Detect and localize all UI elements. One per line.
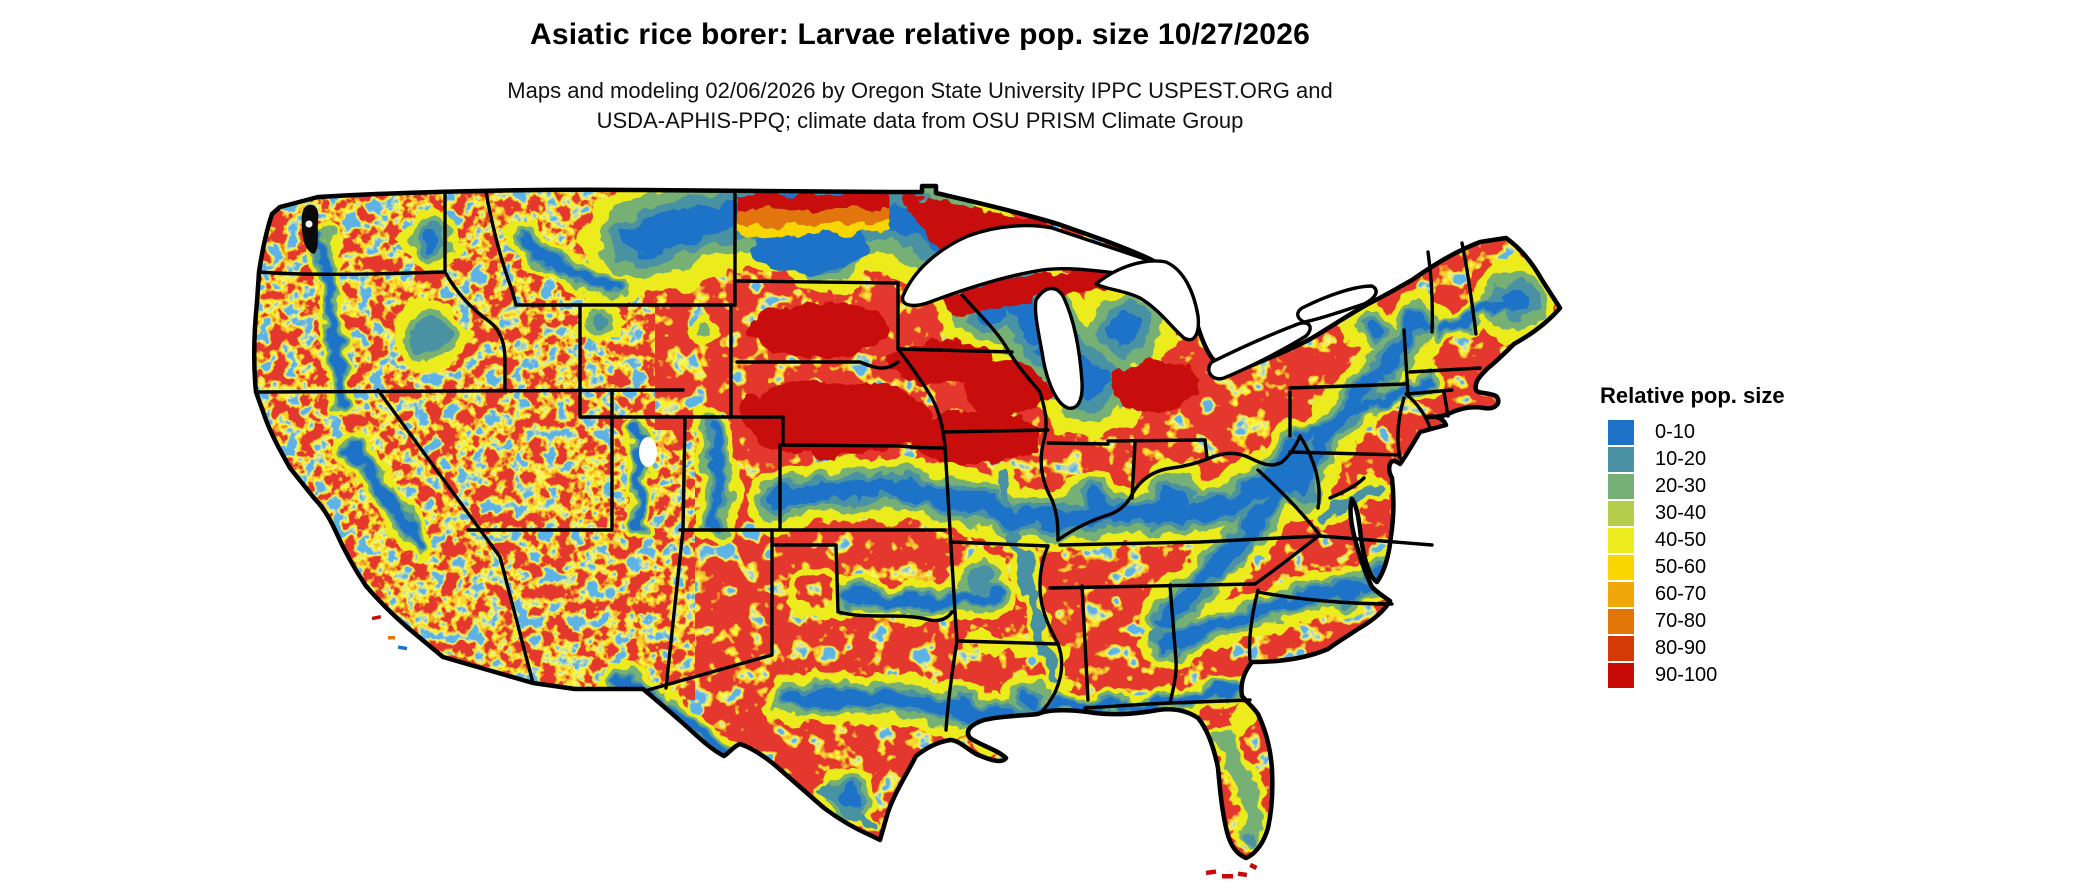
page-title: Asiatic rice borer: Larvae relative pop.… [530,18,1310,51]
us-map [205,120,1625,892]
legend-swatch [1608,501,1634,526]
legend-item: 50-60 [1600,554,1880,581]
us-outline [251,183,1563,861]
great-salt-lake [639,437,657,467]
legend-item: 0-10 [1600,419,1880,446]
us-map-svg [251,183,1563,879]
legend-item: 60-70 [1600,581,1880,608]
puget-sound-water [305,220,313,228]
legend-swatch [1608,582,1634,607]
legend-label: 20-30 [1655,475,1707,497]
legend-label: 0-10 [1655,421,1696,443]
legend-label: 40-50 [1655,529,1707,551]
legend-swatch [1608,420,1634,445]
lake-ontario [1296,284,1378,324]
channel-islands [371,615,408,651]
legend-item: 10-20 [1600,446,1880,473]
header: Asiatic rice borer: Larvae relative pop.… [20,18,1820,136]
legend-item: 90-100 [1600,662,1880,689]
legend-swatch [1608,528,1634,553]
legend-title: Relative pop. size [1600,383,1785,408]
legend-swatch [1608,474,1634,499]
subtitle-line-2: USDA-APHIS-PPQ; climate data from OSU PR… [596,108,1244,133]
legend: Relative pop. size 0-10 10-20 20-30 30-40 40… [1600,383,1880,689]
legend-swatch [1608,636,1634,661]
lake-erie [1207,321,1312,381]
puget-sound [301,204,319,254]
great-lakes [900,223,1378,410]
legend-swatch [1608,555,1634,580]
legend-rows: 0-10 10-20 20-30 30-40 40-50 50-60 60-70 70-80 8… [1600,419,1880,689]
legend-item: 70-80 [1600,608,1880,635]
legend-swatch [1608,447,1634,472]
florida-keys [1205,862,1258,879]
legend-label: 10-20 [1655,448,1707,470]
legend-label: 90-100 [1655,664,1718,686]
lake-huron [1094,259,1201,342]
legend-item: 20-30 [1600,473,1880,500]
lake-michigan [1033,286,1084,410]
legend-item: 30-40 [1600,500,1880,527]
legend-swatch [1608,663,1634,688]
legend-label: 70-80 [1655,610,1707,632]
subtitle-line-1: Maps and modeling 02/06/2026 by Oregon S… [507,78,1333,103]
legend-label: 50-60 [1655,556,1707,578]
state-borders [254,190,1482,732]
legend-item: 40-50 [1600,527,1880,554]
legend-item: 80-90 [1600,635,1880,662]
legend-swatch [1608,609,1634,634]
legend-label: 60-70 [1655,583,1707,605]
legend-label: 30-40 [1655,502,1707,524]
legend-label: 80-90 [1655,637,1707,659]
